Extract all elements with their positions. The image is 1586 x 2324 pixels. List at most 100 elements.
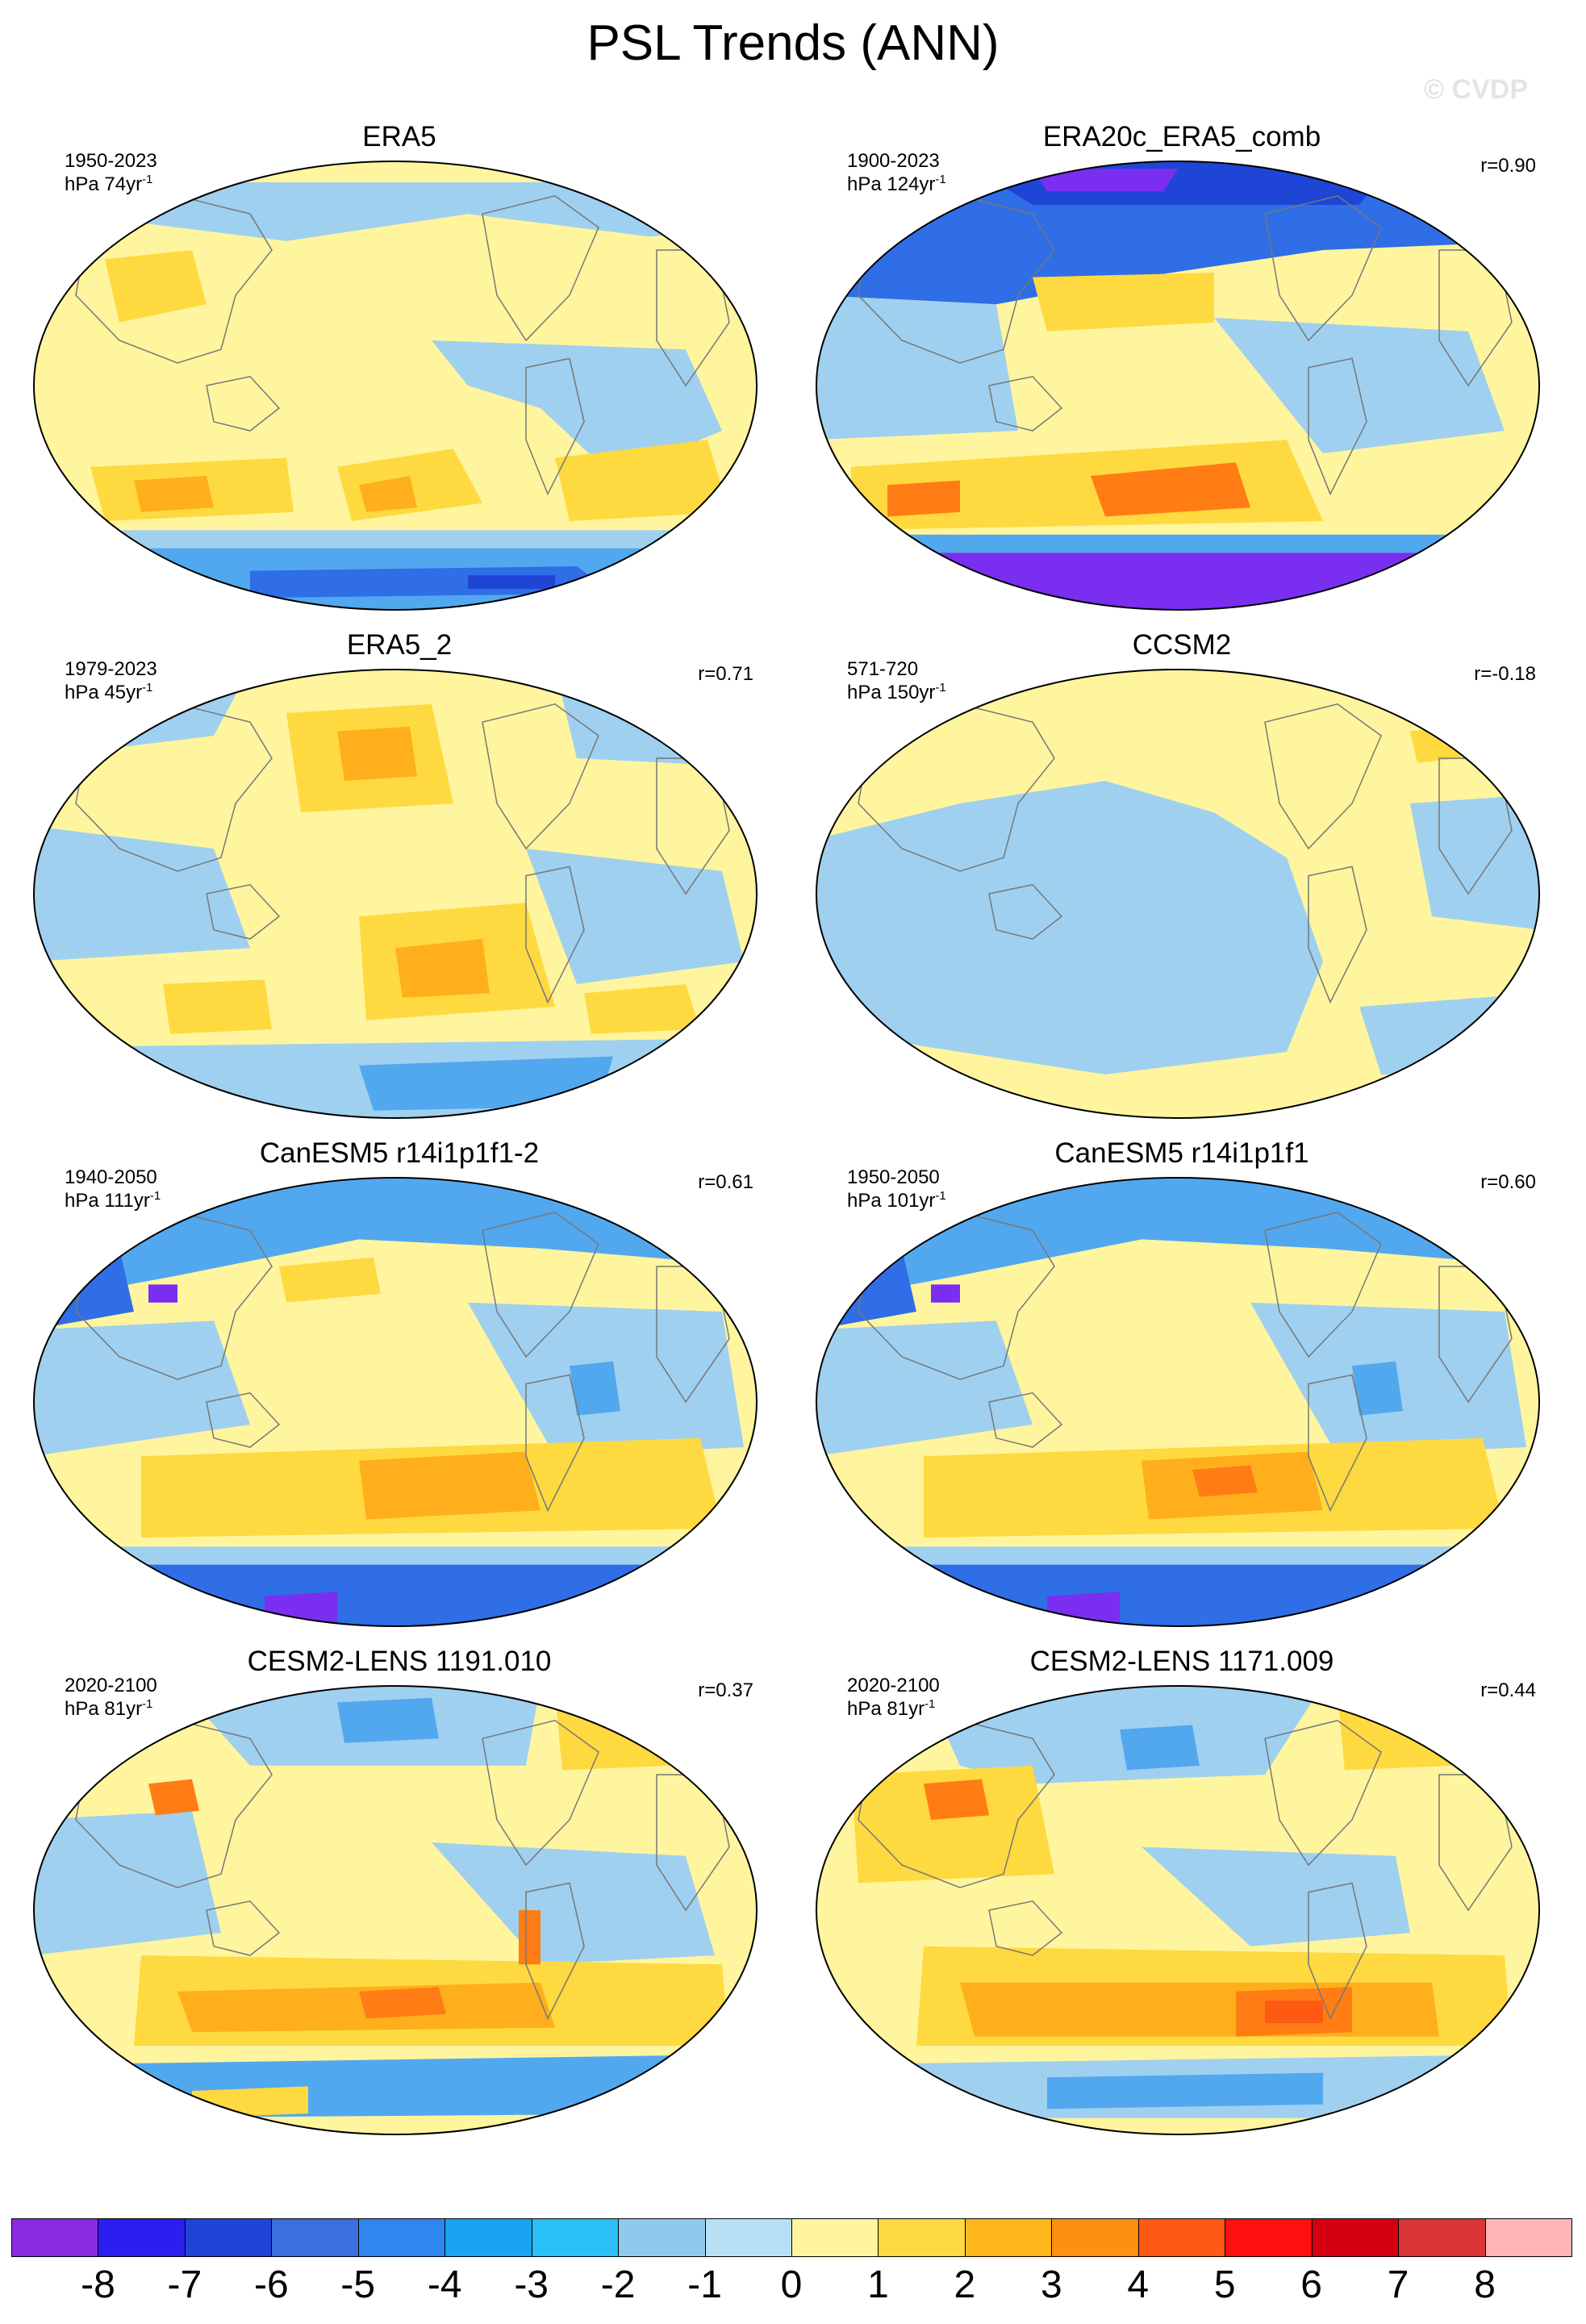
panel-title: CCSM2 [1132,629,1232,661]
contour-region [816,1564,1539,1626]
coastline [1308,1374,1367,1512]
map-panel: ERA5 1950-2023 hPa 74yr-1 [24,121,774,611]
contour-region [395,939,490,998]
map-border [816,161,1540,611]
trend-map [33,669,758,1119]
coastline [858,195,1055,364]
panel-units: hPa 81yr-1 [847,1697,935,1721]
panel-title: CESM2-LENS 1171.009 [1029,1646,1334,1677]
panel-years: 2020-2100 [847,1675,940,1696]
contour-region [359,1987,446,2019]
colorbar-swatch [704,2218,792,2257]
coastline [206,1391,281,1448]
map-panel: CESM2-LENS 1191.010 2020-2100 hPa 81yr-1 r=… [24,1646,774,2135]
colorbar-swatch [271,2218,359,2257]
contour-region [924,1779,989,1820]
contour-region [816,295,1018,440]
map-panel: CCSM2 571-720 hPa 150yr-1 r=-0.18 [807,629,1557,1119]
trend-map [816,1177,1540,1627]
trend-map [816,161,1540,611]
contour-region [148,1779,199,1816]
panel-units-label: hPa 111yr [65,1190,150,1212]
map-panel: CanESM5 r14i1p1f1-2 1940-2050 hPa 111yr-1 r… [24,1137,774,1627]
coastline [206,1900,281,1956]
panel-units-exponent: -1 [142,173,153,186]
map-border [33,161,758,611]
contour-region [526,849,744,984]
panel-title: CanESM5 r14i1p1f1-2 [259,1137,540,1169]
panel-units: hPa 124yr-1 [847,173,946,196]
colorbar-swatch [1311,2218,1400,2257]
map-border [33,669,758,1119]
panel-units-exponent: -1 [935,681,946,695]
coastline [482,703,599,850]
figure-title: PSL Trends (ANN) [586,15,1000,71]
contour-region [816,781,1323,1074]
contour-region [34,1810,221,1955]
contour-region [1047,2072,1323,2109]
contour-region [468,575,555,589]
trend-map [816,669,1540,1119]
coastline [1308,866,1367,1004]
coastline [1264,1719,1382,1867]
colorbar-swatch [964,2218,1053,2257]
panel-units: hPa 150yr-1 [847,681,946,704]
colorbar-swatch [791,2218,879,2257]
pattern-correlation: r=-0.18 [1474,663,1536,685]
coastline [75,1720,273,1888]
contour-region [1359,993,1539,1084]
panel-title: ERA5_2 [346,629,453,661]
colorbar-swatch [11,2218,99,2257]
coastline [525,1882,585,2021]
colorbar-tick-label: 1 [867,2264,889,2306]
colorbar-tick-label: 5 [1213,2264,1236,2306]
panel-units-exponent: -1 [142,1697,153,1711]
pattern-correlation: r=0.61 [698,1171,753,1193]
panel-units-exponent: -1 [142,681,153,695]
contour-region [34,182,757,241]
coastline [482,1719,599,1867]
contour-region [432,1842,715,1965]
map-panel: CESM2-LENS 1171.009 2020-2100 hPa 81yr-1 r=… [807,1646,1557,2135]
map-panel: ERA5_2 1979-2023 hPa 45yr-1 r=0.71 [24,629,774,1119]
contour-region [887,480,960,517]
colorbar-swatch [1398,2218,1486,2257]
contour-region [148,1284,177,1303]
colorbar-tick-label: 2 [954,2264,976,2306]
colorbar-swatch [1137,2218,1226,2257]
pattern-correlation: r=0.44 [1480,1679,1536,1701]
contour-region [555,440,729,521]
panel-units: hPa 74yr-1 [65,173,152,196]
colorbar-swatch [1225,2218,1313,2257]
contour-region [105,250,207,323]
contour-region [1410,794,1539,930]
contour-region [1192,1465,1258,1497]
colorbar-tick-label: 7 [1387,2264,1409,2306]
contour-region [851,1765,1054,1884]
coastline [988,375,1063,432]
colorbar-tick-label: 6 [1300,2264,1323,2306]
contour-region [134,476,214,512]
colorbar-swatch [618,2218,706,2257]
panel-units: hPa 45yr-1 [65,681,152,704]
contour-region [1033,169,1178,192]
coastline [75,703,273,872]
contour-region [337,726,417,781]
coastline [1308,357,1367,496]
coastline [206,883,281,940]
contour-region [1091,462,1250,517]
contour-region [816,1546,1539,1565]
contour-region [34,826,250,962]
contour-region [359,476,417,512]
map-border [816,669,1540,1119]
contour-region [359,1056,613,1111]
colorbar-tick-label: -5 [340,2264,376,2306]
colorbar-swatch [1051,2218,1139,2257]
contour-region [960,1982,1439,2037]
contour-region [337,1697,439,1743]
colorbar [11,2218,1572,2257]
panel-years: 1950-2023 [65,150,157,172]
trend-map [33,1177,758,1627]
trend-map [816,1685,1540,2135]
trend-map [33,1685,758,2135]
